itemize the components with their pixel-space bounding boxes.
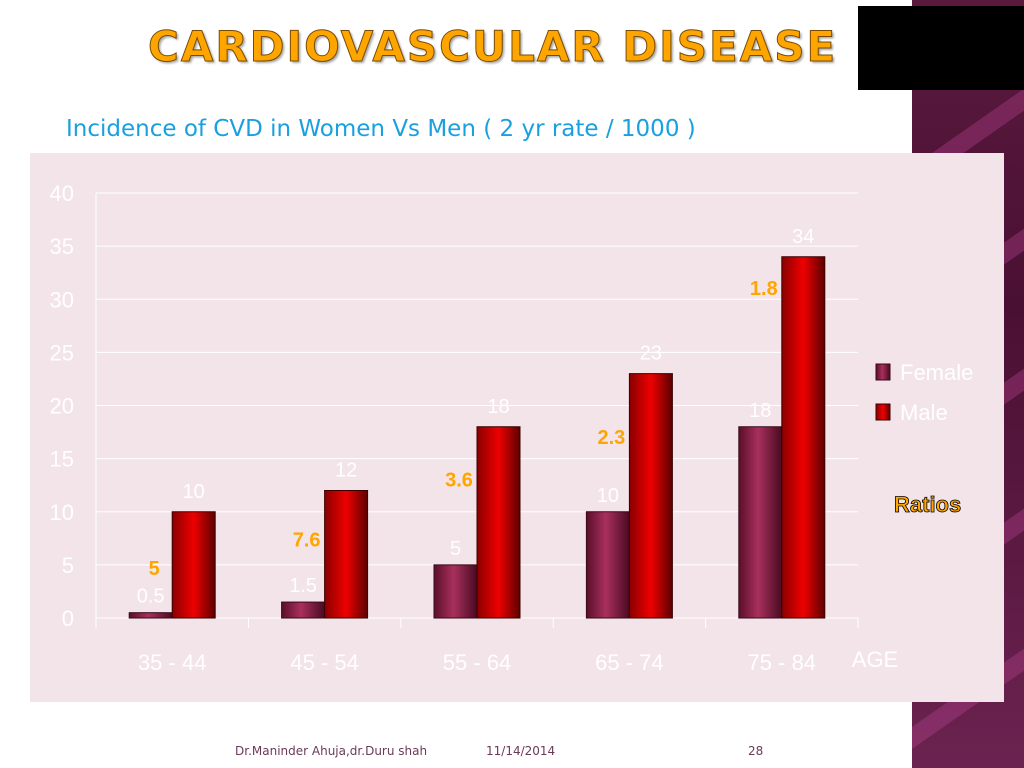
y-tick-label: 30 (50, 287, 74, 312)
x-tick-label: 65 - 74 (595, 650, 664, 675)
ratio-label: 7.6 (293, 530, 321, 552)
ratio-label: 1.8 (750, 278, 778, 300)
bar-male (628, 373, 673, 619)
legend-label-male: Male (900, 400, 948, 425)
data-label-male: 23 (640, 343, 662, 365)
data-label-male: 12 (335, 460, 357, 482)
slide-title: CARDIOVASCULAR DISEASE (148, 22, 838, 72)
data-label-male: 18 (487, 396, 509, 418)
ratios-label: Ratios (894, 492, 961, 517)
bar-male (171, 511, 216, 619)
legend-swatch-female (875, 363, 891, 381)
y-tick-label: 25 (50, 340, 74, 365)
y-tick-label: 35 (50, 234, 74, 259)
x-tick-label: 45 - 54 (290, 650, 359, 675)
footer-date: 11/14/2014 (486, 744, 556, 758)
bar-female (738, 426, 783, 619)
bar-male (781, 256, 826, 619)
footer-author: Dr.Maninder Ahuja,dr.Duru shah (235, 744, 428, 758)
y-tick-label: 10 (50, 500, 74, 525)
legend-label-female: Female (900, 360, 973, 385)
bar-female (433, 564, 478, 619)
data-label-male: 34 (792, 226, 814, 248)
chart-panel: 0 5 10 15 20 25 30 35 40 0.5 10 35 - 44 1.5 12 45 - 54… (30, 153, 1004, 702)
data-label-female: 0.5 (137, 586, 165, 608)
data-label-female: 10 (597, 485, 619, 507)
legend-swatch-male (875, 403, 891, 421)
x-tick-label: 75 - 84 (748, 650, 817, 675)
bar-male (476, 426, 521, 619)
data-label-male: 10 (183, 481, 205, 503)
page-number: 28 (748, 744, 764, 758)
ratio-label: 3.6 (445, 469, 473, 491)
black-corner-box (858, 6, 1024, 90)
ratio-label: 5 (149, 558, 160, 580)
x-tick-label: 55 - 64 (443, 650, 512, 675)
bar-male (324, 490, 369, 619)
chart-subtitle: Incidence of CVD in Women Vs Men ( 2 yr … (66, 116, 696, 142)
bar-female (281, 601, 326, 619)
y-tick-label: 15 (50, 447, 74, 472)
x-tick-label: 35 - 44 (138, 650, 207, 675)
y-tick-label: 20 (50, 394, 74, 419)
data-label-female: 1.5 (289, 575, 317, 597)
data-label-female: 5 (450, 538, 461, 560)
x-axis-title: AGE (852, 647, 898, 672)
y-tick-label: 5 (62, 553, 74, 578)
ratio-label: 2.3 (597, 427, 625, 449)
y-tick-label: 0 (62, 606, 74, 631)
bar-female (128, 612, 173, 619)
data-label-female: 18 (749, 400, 771, 422)
bar-chart: 0 5 10 15 20 25 30 35 40 0.5 10 35 - 44 1.5 12 45 - 54… (50, 181, 974, 675)
y-tick-label: 40 (50, 181, 74, 206)
bar-female (585, 511, 630, 619)
